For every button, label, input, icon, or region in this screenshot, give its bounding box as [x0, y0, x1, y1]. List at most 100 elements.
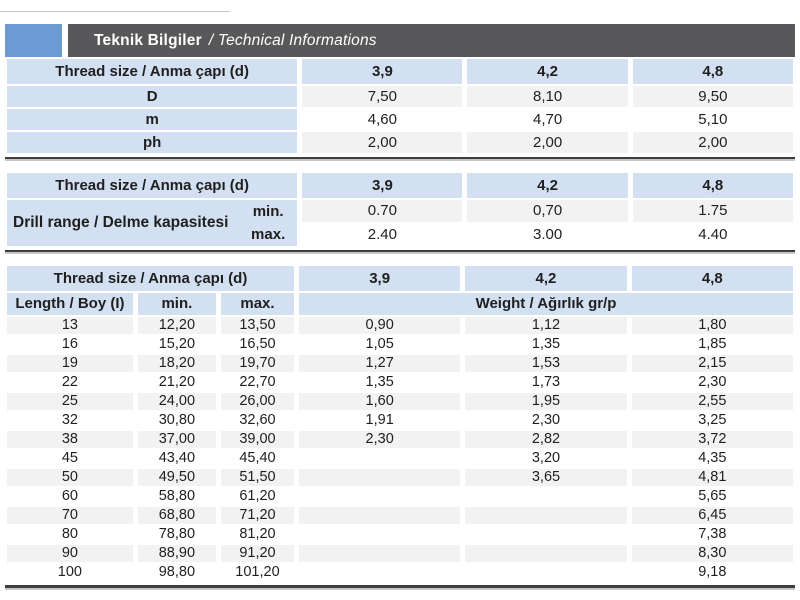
- length-cell: 16: [61, 336, 78, 353]
- weight-4-8-cell: 5,65: [698, 488, 727, 505]
- length-min-cell: 37,00: [137, 431, 216, 448]
- length-max-cell: 61,20: [239, 488, 276, 505]
- table-row: 70 68,80 71,20 6,45: [7, 507, 793, 524]
- length-min-cell: 98,80: [158, 564, 196, 581]
- accent-block: [5, 24, 62, 57]
- weight-3-9-cell: 0,90: [298, 317, 461, 334]
- weight-4-8-cell: 2,15: [631, 355, 793, 372]
- length-max-cell: 26,00: [220, 393, 294, 410]
- weight-4-8-cell: 1,80: [631, 317, 793, 334]
- table-header-row: Thread size / Anma çapı (d) 3,9 4,2 4,8: [7, 173, 793, 198]
- value-cell: 7,50: [302, 86, 463, 107]
- weight-4-2-cell: [465, 507, 627, 524]
- weight-4-2-cell: 2,82: [465, 431, 627, 448]
- row-label-ph: ph: [7, 132, 298, 153]
- weight-3-9-cell: [299, 564, 460, 581]
- dimensions-table: Thread size / Anma çapı (d) 3,9 4,2 4,8 …: [2, 57, 798, 155]
- weight-4-2-cell: [465, 526, 626, 543]
- weight-3-9-cell: [299, 450, 460, 467]
- thread-size-4-8: 4,8: [632, 173, 793, 198]
- weight-4-2-cell: 1,53: [465, 355, 627, 372]
- weight-4-8-cell: 4,35: [698, 450, 727, 467]
- length-cell: 90: [7, 545, 133, 562]
- length-min-cell: 58,80: [158, 488, 196, 505]
- length-min-cell: 88,90: [137, 545, 216, 562]
- table-row: ph 2,00 2,00 2,00: [7, 132, 793, 153]
- drill-range-max-row: 2.40 3.00 4.40: [7, 224, 793, 246]
- thread-size-3-9: 3,9: [302, 59, 463, 84]
- length-cell: 25: [7, 393, 133, 410]
- length-max-cell: 13,50: [220, 317, 294, 334]
- table-separator: [5, 157, 795, 159]
- weight-3-9-cell: [299, 526, 460, 543]
- max-value-cell: 4.40: [698, 226, 728, 244]
- table-row: 22 21,20 22,70 1,35 1,73 2,30: [7, 374, 793, 391]
- bottom-separator: [5, 585, 795, 588]
- length-max-cell: 16,50: [239, 336, 276, 353]
- weight-4-8-cell: 1,85: [698, 336, 727, 353]
- min-value-cell: 0,70: [467, 200, 628, 222]
- weight-4-2-cell: 1,35: [531, 336, 561, 353]
- min-header: min.: [137, 293, 216, 315]
- length-cell: 13: [7, 317, 133, 334]
- length-cell: 60: [61, 488, 78, 505]
- drill-range-label: Drill range / Delme kapasitesi: [13, 214, 229, 232]
- row-label-D: D: [7, 86, 298, 107]
- thread-size-4-2: 4,2: [465, 266, 627, 291]
- weight-4-2-cell: 3,65: [465, 469, 627, 486]
- weight-4-8-cell: 6,45: [631, 507, 793, 524]
- weight-4-8-cell: 8,30: [631, 545, 793, 562]
- table-row: m 4,60 4,70 5,10: [7, 109, 793, 130]
- value-cell: 4,60: [367, 110, 397, 128]
- drill-range-label-cell: Drill range / Delme kapasitesi min. max.: [7, 200, 298, 246]
- table-row: 13 12,20 13,50 0,90 1,12 1,80: [7, 317, 793, 334]
- length-max-cell: 22,70: [239, 374, 276, 391]
- weight-4-2-cell: [465, 564, 626, 581]
- value-cell: 4,70: [533, 110, 563, 128]
- thread-size-3-9: 3,9: [302, 173, 463, 198]
- weight-4-8-cell: 2,30: [698, 374, 727, 391]
- weight-3-9-cell: 1,05: [365, 336, 394, 353]
- weight-4-2-cell: 1,73: [531, 374, 561, 391]
- weight-3-9-cell: 1,35: [365, 374, 394, 391]
- length-cell: 50: [7, 469, 133, 486]
- value-cell: 2,00: [467, 132, 628, 153]
- table-row: 38 37,00 39,00 2,30 2,82 3,72: [7, 431, 793, 448]
- thread-size-4-8: 4,8: [631, 266, 793, 291]
- length-min-cell: 18,20: [137, 355, 216, 372]
- value-cell: 9,50: [632, 86, 793, 107]
- value-cell: 2,00: [302, 132, 463, 153]
- table-header-row: Thread size / Anma çapı (d) 3,9 4,2 4,8: [7, 266, 793, 291]
- table-row: 25 24,00 26,00 1,60 1,95 2,55: [7, 393, 793, 410]
- weight-4-8-cell: 9,18: [698, 564, 727, 581]
- title-strip: Teknik Bilgiler / Technical Informations: [68, 24, 795, 57]
- table-row: 19 18,20 19,70 1,27 1,53 2,15: [7, 355, 793, 372]
- weight-3-9-cell: [298, 507, 461, 524]
- weight-4-2-cell: 3,20: [531, 450, 561, 467]
- length-min-cell: 15,20: [158, 336, 196, 353]
- length-max-cell: 81,20: [239, 526, 276, 543]
- table-row: 90 88,90 91,20 8,30: [7, 545, 793, 562]
- weight-3-9-cell: 2,30: [298, 431, 461, 448]
- length-max-cell: 71,20: [220, 507, 294, 524]
- thread-size-header: Thread size / Anma çapı (d): [7, 173, 298, 198]
- length-min-cell: 12,20: [137, 317, 216, 334]
- weight-header: Weight / Ağırlık gr/p: [298, 293, 793, 315]
- thread-size-4-8: 4,8: [632, 59, 793, 84]
- length-weight-table: Thread size / Anma çapı (d) 3,9 4,2 4,8 …: [2, 264, 798, 583]
- table-row: 50 49,50 51,50 3,65 4,81: [7, 469, 793, 486]
- weight-4-2-cell: 1,12: [465, 317, 627, 334]
- value-cell: 5,10: [698, 110, 728, 128]
- thread-size-header: Thread size / Anma çapı (d): [7, 59, 298, 84]
- weight-3-9-cell: 1,60: [298, 393, 461, 410]
- table-row: 60 58,80 61,20 5,65: [7, 488, 793, 505]
- length-min-cell: 21,20: [158, 374, 196, 391]
- length-max-cell: 32,60: [239, 412, 276, 429]
- length-max-cell: 39,00: [220, 431, 294, 448]
- table-row: 16 15,20 16,50 1,05 1,35 1,85: [7, 336, 793, 353]
- weight-4-8-cell: 3,25: [698, 412, 727, 429]
- length-cell: 80: [61, 526, 78, 543]
- length-min-cell: 43,40: [158, 450, 196, 467]
- weight-3-9-cell: [299, 488, 460, 505]
